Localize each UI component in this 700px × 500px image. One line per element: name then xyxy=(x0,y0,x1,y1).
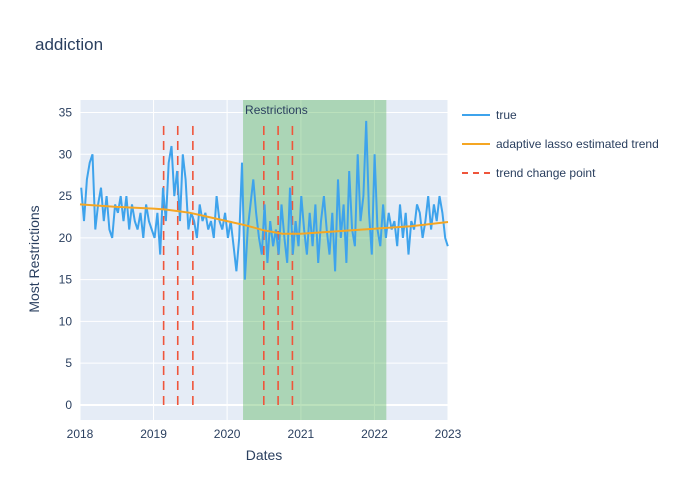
legend: true adaptive lasso estimated trend trend … xyxy=(462,108,659,180)
x-tick-label: 2021 xyxy=(288,427,315,441)
x-tick-label: 2018 xyxy=(67,427,94,441)
chart-title: addiction xyxy=(35,35,103,54)
x-tick-label: 2020 xyxy=(214,427,241,441)
x-tick-label: 2019 xyxy=(140,427,167,441)
trend-series-line xyxy=(79,203,449,235)
y-tick-label: 10 xyxy=(59,314,73,328)
legend-label: true xyxy=(496,108,517,122)
true-series-line xyxy=(80,120,449,280)
y-tick-label: 15 xyxy=(59,273,73,287)
x-tick-label: 2022 xyxy=(361,427,388,441)
y-tick-label: 35 xyxy=(59,106,73,120)
y-axis-ticks: 0 5 10 15 20 25 30 35 xyxy=(59,106,73,412)
x-axis-ticks: 2018 2019 2020 2021 2022 2023 xyxy=(67,427,462,441)
y-tick-label: 30 xyxy=(59,147,73,161)
y-tick-label: 25 xyxy=(59,189,73,203)
x-axis-title: Dates xyxy=(246,447,283,463)
y-axis-title: Most Restrictions xyxy=(26,205,42,312)
y-tick-label: 0 xyxy=(65,398,72,412)
y-tick-label: 20 xyxy=(59,231,73,245)
y-tick-label: 5 xyxy=(65,356,72,370)
restrictions-label: Restrictions xyxy=(245,103,308,117)
legend-label: trend change point xyxy=(496,166,596,180)
x-tick-label: 2023 xyxy=(435,427,462,441)
legend-label: adaptive lasso estimated trend xyxy=(496,137,659,151)
